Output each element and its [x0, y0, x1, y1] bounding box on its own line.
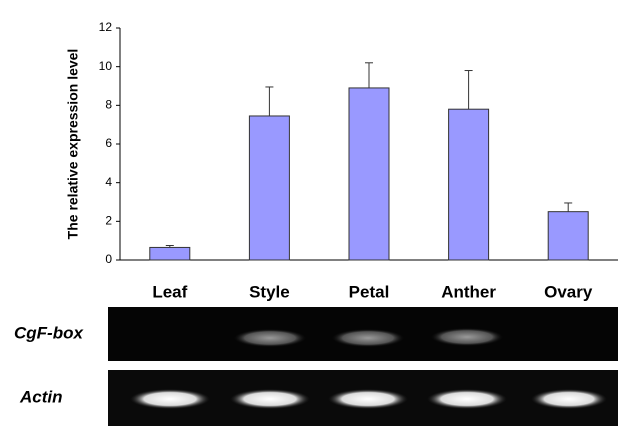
bar: [349, 88, 389, 260]
y-tick-label: 6: [105, 136, 112, 150]
figure: The relative expression level CgF-box Ac…: [0, 0, 620, 427]
bar: [449, 109, 489, 260]
y-tick-label: 2: [105, 214, 112, 228]
bar: [548, 212, 588, 260]
x-tick-label: Petal: [349, 282, 390, 301]
y-tick-label: 10: [99, 59, 113, 73]
gel-label: Actin: [19, 387, 63, 406]
y-tick-label: 12: [99, 20, 113, 34]
y-tick-label: 4: [105, 175, 112, 189]
x-tick-label: Ovary: [544, 282, 593, 301]
x-tick-label: Style: [249, 282, 290, 301]
y-tick-label: 0: [105, 252, 112, 266]
gel-label: CgF-box: [14, 323, 84, 342]
y-tick-label: 8: [105, 98, 112, 112]
x-tick-label: Anther: [441, 282, 496, 301]
x-tick-label: Leaf: [152, 282, 187, 301]
bar: [249, 116, 289, 260]
y-axis-label: The relative expression level: [65, 49, 81, 240]
bar: [150, 247, 190, 260]
